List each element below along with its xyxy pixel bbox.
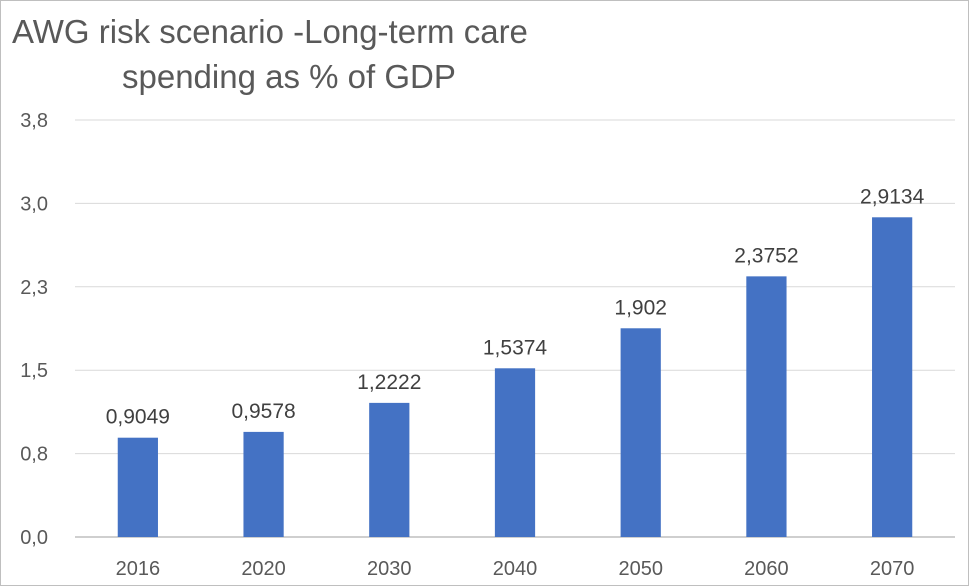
data-labels: 0,9049 0,9578 1,2222 1,5374 1,902 2,3752 2,913… — [106, 185, 925, 428]
x-tick-label-2016: 2016 — [116, 558, 161, 580]
y-tick-label: 3,0 — [20, 193, 48, 215]
data-label-2030: 1,2222 — [357, 371, 421, 394]
bar-2050 — [620, 328, 661, 537]
bars — [117, 217, 913, 538]
y-tick-label: 2,3 — [20, 277, 48, 299]
x-tick-label-2030: 2030 — [367, 558, 412, 580]
bar-2070 — [872, 217, 913, 538]
x-tick-label-2060: 2060 — [744, 558, 789, 580]
bar-2060 — [746, 276, 787, 537]
y-axis-tick-labels: 0,0 0,8 1,5 2,3 3,0 3,8 — [20, 110, 48, 549]
x-tick-label-2050: 2050 — [618, 558, 663, 580]
chart-title-line-2: spending as % of GDP — [122, 58, 456, 95]
data-label-2040: 1,5374 — [483, 336, 548, 359]
bar-2016 — [117, 437, 158, 537]
bar-2040 — [494, 368, 536, 537]
x-tick-label-2040: 2040 — [493, 558, 538, 580]
data-label-2020: 0,9578 — [231, 400, 295, 423]
chart-title-line-1: AWG risk scenario -Long-term care — [12, 13, 528, 50]
x-tick-label-2020: 2020 — [241, 558, 286, 580]
data-label-2016: 0,9049 — [106, 406, 170, 429]
bar-2020 — [243, 431, 284, 537]
x-tick-label-2070: 2070 — [870, 558, 915, 580]
x-axis-tick-labels: 2016 2020 2030 2040 2050 2060 2070 — [116, 558, 915, 580]
y-tick-label: 0,8 — [20, 444, 48, 466]
data-label-2050: 1,902 — [614, 296, 667, 319]
y-tick-label: 1,5 — [20, 360, 48, 382]
bar-2030 — [369, 402, 410, 537]
y-tick-label: 0,0 — [20, 527, 48, 549]
data-label-2070: 2,9134 — [860, 185, 925, 208]
y-tick-label: 3,8 — [20, 110, 48, 132]
data-label-2060: 2,3752 — [734, 244, 798, 267]
